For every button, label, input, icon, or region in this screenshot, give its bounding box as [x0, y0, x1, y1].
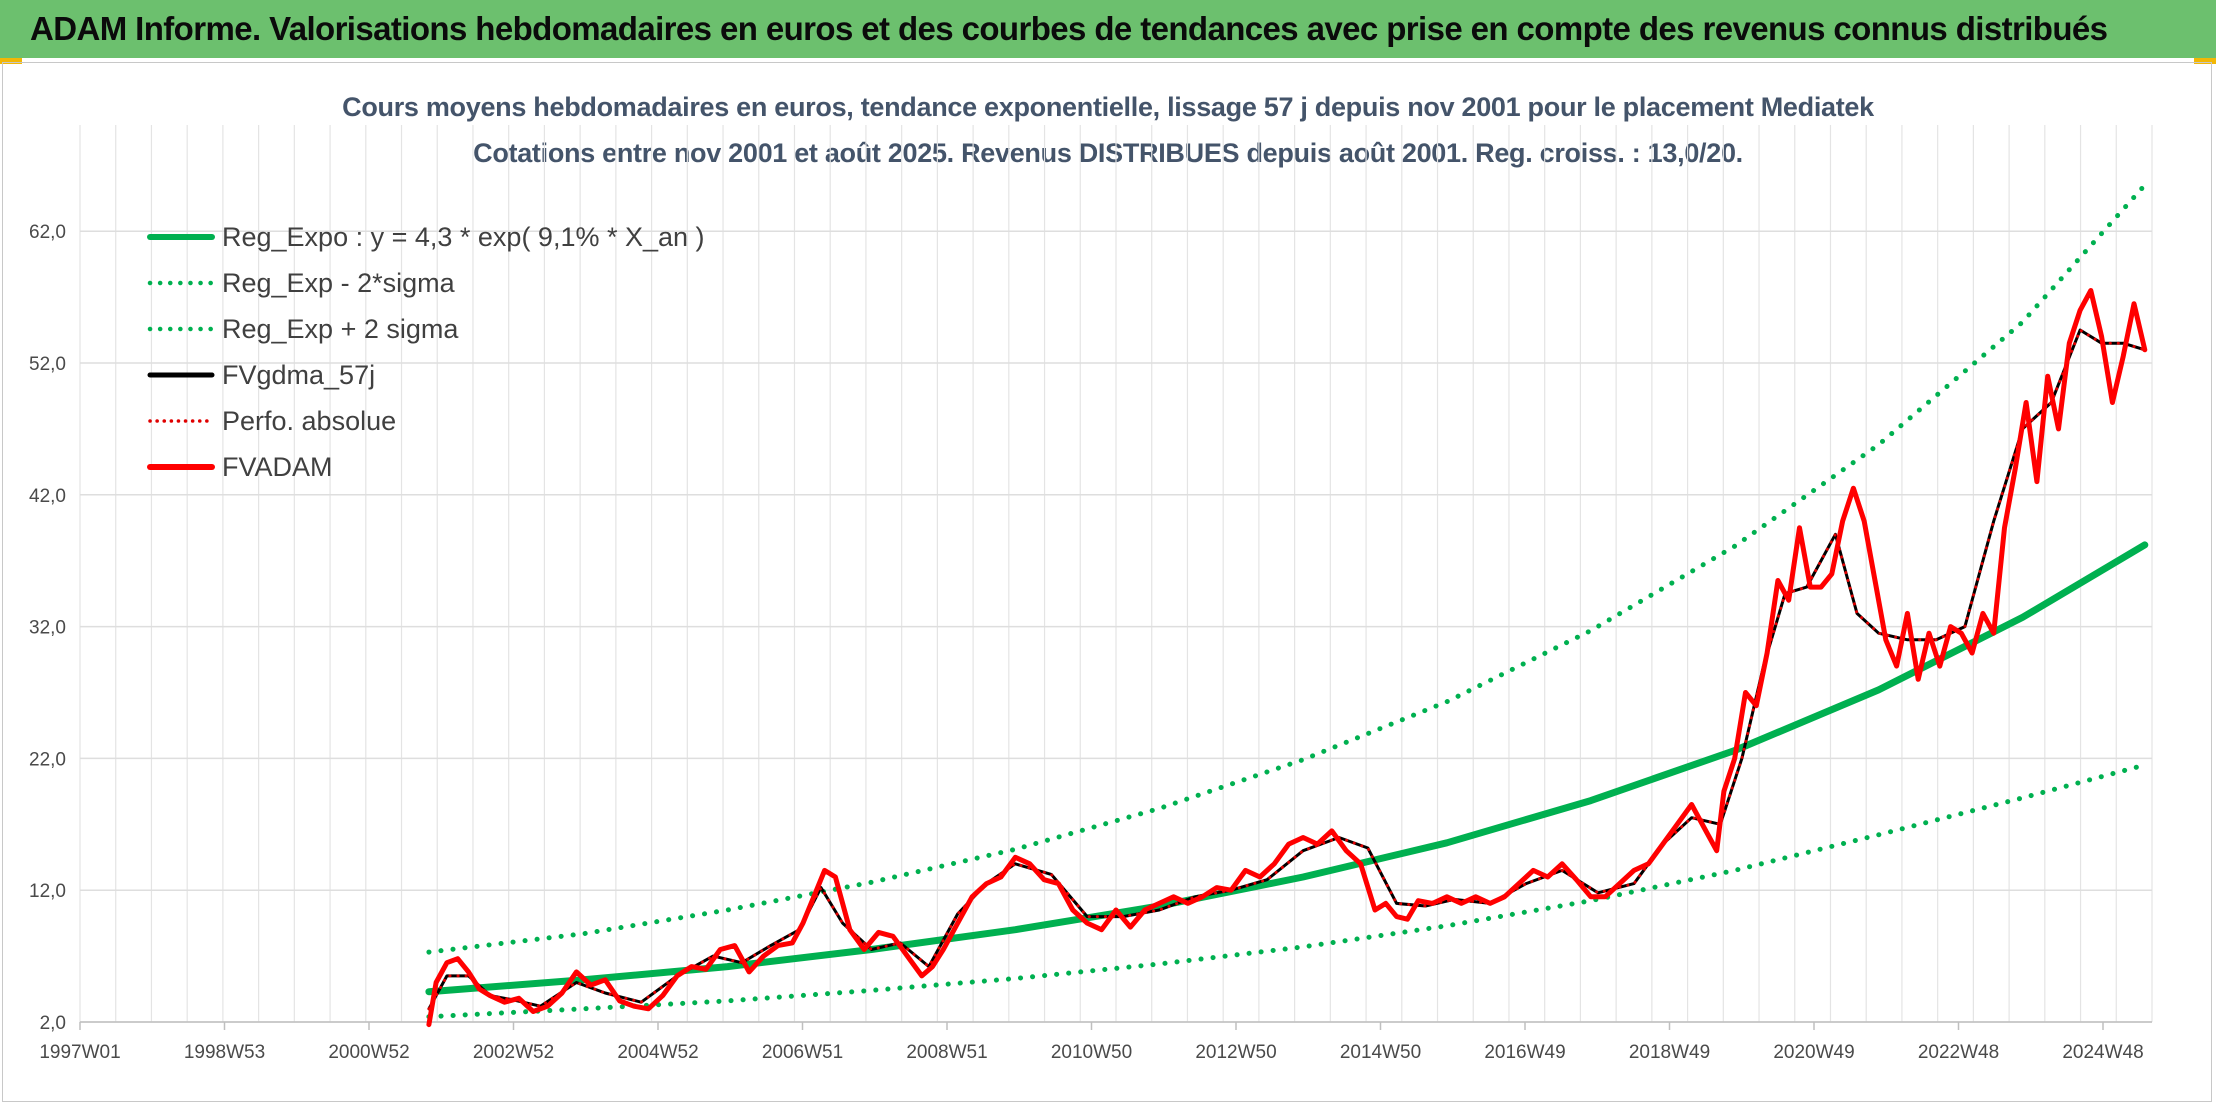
series-line-5 — [427, 328, 2147, 1011]
series-line-6 — [426, 288, 2148, 1028]
chart-subtitle: Cotations entre nov 2001 et août 2025. R… — [473, 138, 1743, 168]
legend-label-1: Reg_Expo : y = 4,3 * exp( 9,1% * X_an ) — [222, 222, 705, 252]
y-tick-label: 12,0 — [29, 881, 66, 902]
legend-label-4: FVgdma_57j — [222, 360, 375, 390]
x-tick-label: 2016W49 — [1484, 1042, 1565, 1063]
legend-label-3: Reg_Exp + 2 sigma — [222, 314, 459, 344]
y-tick-label: 52,0 — [29, 354, 66, 375]
x-tick-label: 1997W01 — [39, 1042, 120, 1063]
x-tick-label: 2018W49 — [1629, 1042, 1710, 1063]
banner: ADAM Informe. Valorisations hebdomadaire… — [0, 0, 2216, 58]
corner-left — [0, 58, 22, 64]
y-tick-label: 62,0 — [29, 222, 66, 243]
banner-title: ADAM Informe. Valorisations hebdomadaire… — [30, 10, 2108, 47]
chart-title: Cours moyens hebdomadaires en euros, ten… — [342, 92, 1874, 122]
x-tick-label: 2012W50 — [1195, 1042, 1276, 1063]
y-tick-label: 22,0 — [29, 749, 66, 770]
series-line-3 — [426, 182, 2148, 955]
x-tick-label: 2006W51 — [762, 1042, 843, 1063]
x-tick-label: 2004W52 — [617, 1042, 698, 1063]
chart-frame — [2, 62, 2212, 1102]
corner-right — [2194, 58, 2216, 64]
x-tick-label: 2010W50 — [1051, 1042, 1132, 1063]
y-tick-label: 42,0 — [29, 486, 66, 507]
y-tick-label: 32,0 — [29, 618, 66, 639]
x-tick-label: 2008W51 — [906, 1042, 987, 1063]
x-tick-label: 2014W50 — [1340, 1042, 1421, 1063]
series-line-2 — [426, 762, 2148, 1020]
series-line-4 — [427, 328, 2147, 1011]
y-tick-label: 2,0 — [40, 1013, 66, 1034]
legend-label-2: Reg_Exp - 2*sigma — [222, 268, 456, 298]
x-tick-label: 2022W48 — [1918, 1042, 1999, 1063]
x-tick-label: 2024W48 — [2062, 1042, 2143, 1063]
x-tick-label: 1998W53 — [184, 1042, 265, 1063]
x-tick-label: 2000W52 — [328, 1042, 409, 1063]
series-line-1 — [425, 541, 2149, 996]
legend-label-6: FVADAM — [222, 452, 333, 482]
x-tick-label: 2002W52 — [473, 1042, 554, 1063]
legend-label-5: Perfo. absolue — [222, 406, 396, 436]
x-tick-label: 2020W49 — [1773, 1042, 1854, 1063]
